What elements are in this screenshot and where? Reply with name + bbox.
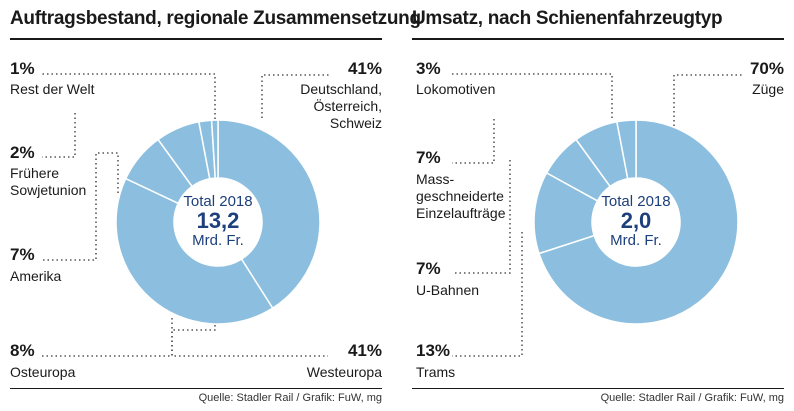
leader-line-rest-der-welt xyxy=(42,73,216,119)
label-einzelauftraege-1: Mass- xyxy=(416,171,455,187)
pct-label-osteuropa: 8% xyxy=(10,341,35,360)
donut-slice-rest-der-welt xyxy=(210,119,219,179)
chart-panel-regional: Auftragsbestand, regionale Zusammensetzu… xyxy=(0,0,421,411)
donut-slice-zuege xyxy=(538,119,739,325)
label-einzelauftraege-2: geschneiderte xyxy=(416,188,504,204)
pct-label-trams: 13% xyxy=(416,341,451,360)
footer-rule xyxy=(412,388,784,389)
label-osteuropa: Osteuropa xyxy=(10,364,76,380)
leader-line-u-bahnen xyxy=(452,160,511,274)
pct-label-rest-der-welt: 1% xyxy=(10,59,35,78)
pct-label-westeuropa: 41% xyxy=(347,341,382,360)
donut-chart-regional xyxy=(42,73,330,357)
footer-rule xyxy=(10,388,382,389)
label-trams: Trams xyxy=(416,364,456,380)
chart-title: Auftragsbestand, regionale Zusammensetzu… xyxy=(10,8,421,29)
leader-line-dach xyxy=(261,74,330,118)
label-zuege: Züge xyxy=(752,81,784,97)
leader-line-fruehere-sowjetunion xyxy=(42,113,76,158)
donut-chart-vehicle-type xyxy=(452,73,742,357)
leader-line-zuege xyxy=(673,74,742,126)
label-lokomotiven: Lokomotiven xyxy=(416,81,496,97)
pct-label-fruehere-sowjetunion: 2% xyxy=(10,143,35,162)
label-einzelauftraege-3: Einzelaufträge xyxy=(416,205,506,221)
donut-center-label: Total 2018 13,2 Mrd. Fr. xyxy=(168,193,268,249)
title-rule xyxy=(10,38,382,40)
label-fruehere-sowjetunion-1: Frühere xyxy=(10,165,60,181)
label-dach-1: Deutschland, xyxy=(300,81,382,97)
center-total-label: Total 2018 xyxy=(183,193,253,210)
center-total-value: 13,2 xyxy=(196,208,240,233)
donut-slice-westeuropa xyxy=(115,177,274,325)
label-dach-2: Österreich, xyxy=(313,98,382,114)
leader-line-osteuropa xyxy=(42,325,216,357)
source-credit: Quelle: Stadler Rail / Grafik: FuW, mg xyxy=(198,392,382,404)
label-amerika: Amerika xyxy=(10,268,62,284)
pct-label-zuege: 70% xyxy=(749,59,784,78)
center-total-unit: Mrd. Fr. xyxy=(610,232,662,249)
label-u-bahnen: U-Bahnen xyxy=(416,282,480,298)
label-westeuropa: Westeuropa xyxy=(306,364,382,380)
title-rule xyxy=(412,38,784,40)
chart-title: Umsatz, nach Schienenfahrzeugtyp xyxy=(412,8,723,29)
leader-line-westeuropa xyxy=(171,318,328,357)
donut-center-label: Total 2018 2,0 Mrd. Fr. xyxy=(586,193,686,249)
pct-label-dach: 41% xyxy=(347,59,382,78)
donut-slice-lokomotiven xyxy=(616,119,637,180)
center-total-value: 2,0 xyxy=(620,208,652,233)
leader-line-trams xyxy=(452,232,523,357)
pct-label-u-bahnen: 7% xyxy=(416,259,441,278)
label-rest-der-welt: Rest der Welt xyxy=(10,81,95,97)
label-dach-3: Schweiz xyxy=(329,115,382,131)
pct-label-einzelauftraege: 7% xyxy=(416,148,441,167)
chart-panel-vehicle-type: Umsatz, nach Schienenfahrzeugtyp Total 2… xyxy=(402,0,794,411)
center-total-unit: Mrd. Fr. xyxy=(192,232,244,249)
center-total-label: Total 2018 xyxy=(601,193,671,210)
label-fruehere-sowjetunion-2: Sowjetunion xyxy=(10,182,87,198)
pct-label-amerika: 7% xyxy=(10,245,35,264)
leader-line-lokomotiven xyxy=(452,73,613,118)
pct-label-lokomotiven: 3% xyxy=(416,59,441,78)
source-credit: Quelle: Stadler Rail / Grafik: FuW, mg xyxy=(600,392,784,404)
leader-line-einzelauftraege xyxy=(452,119,495,164)
